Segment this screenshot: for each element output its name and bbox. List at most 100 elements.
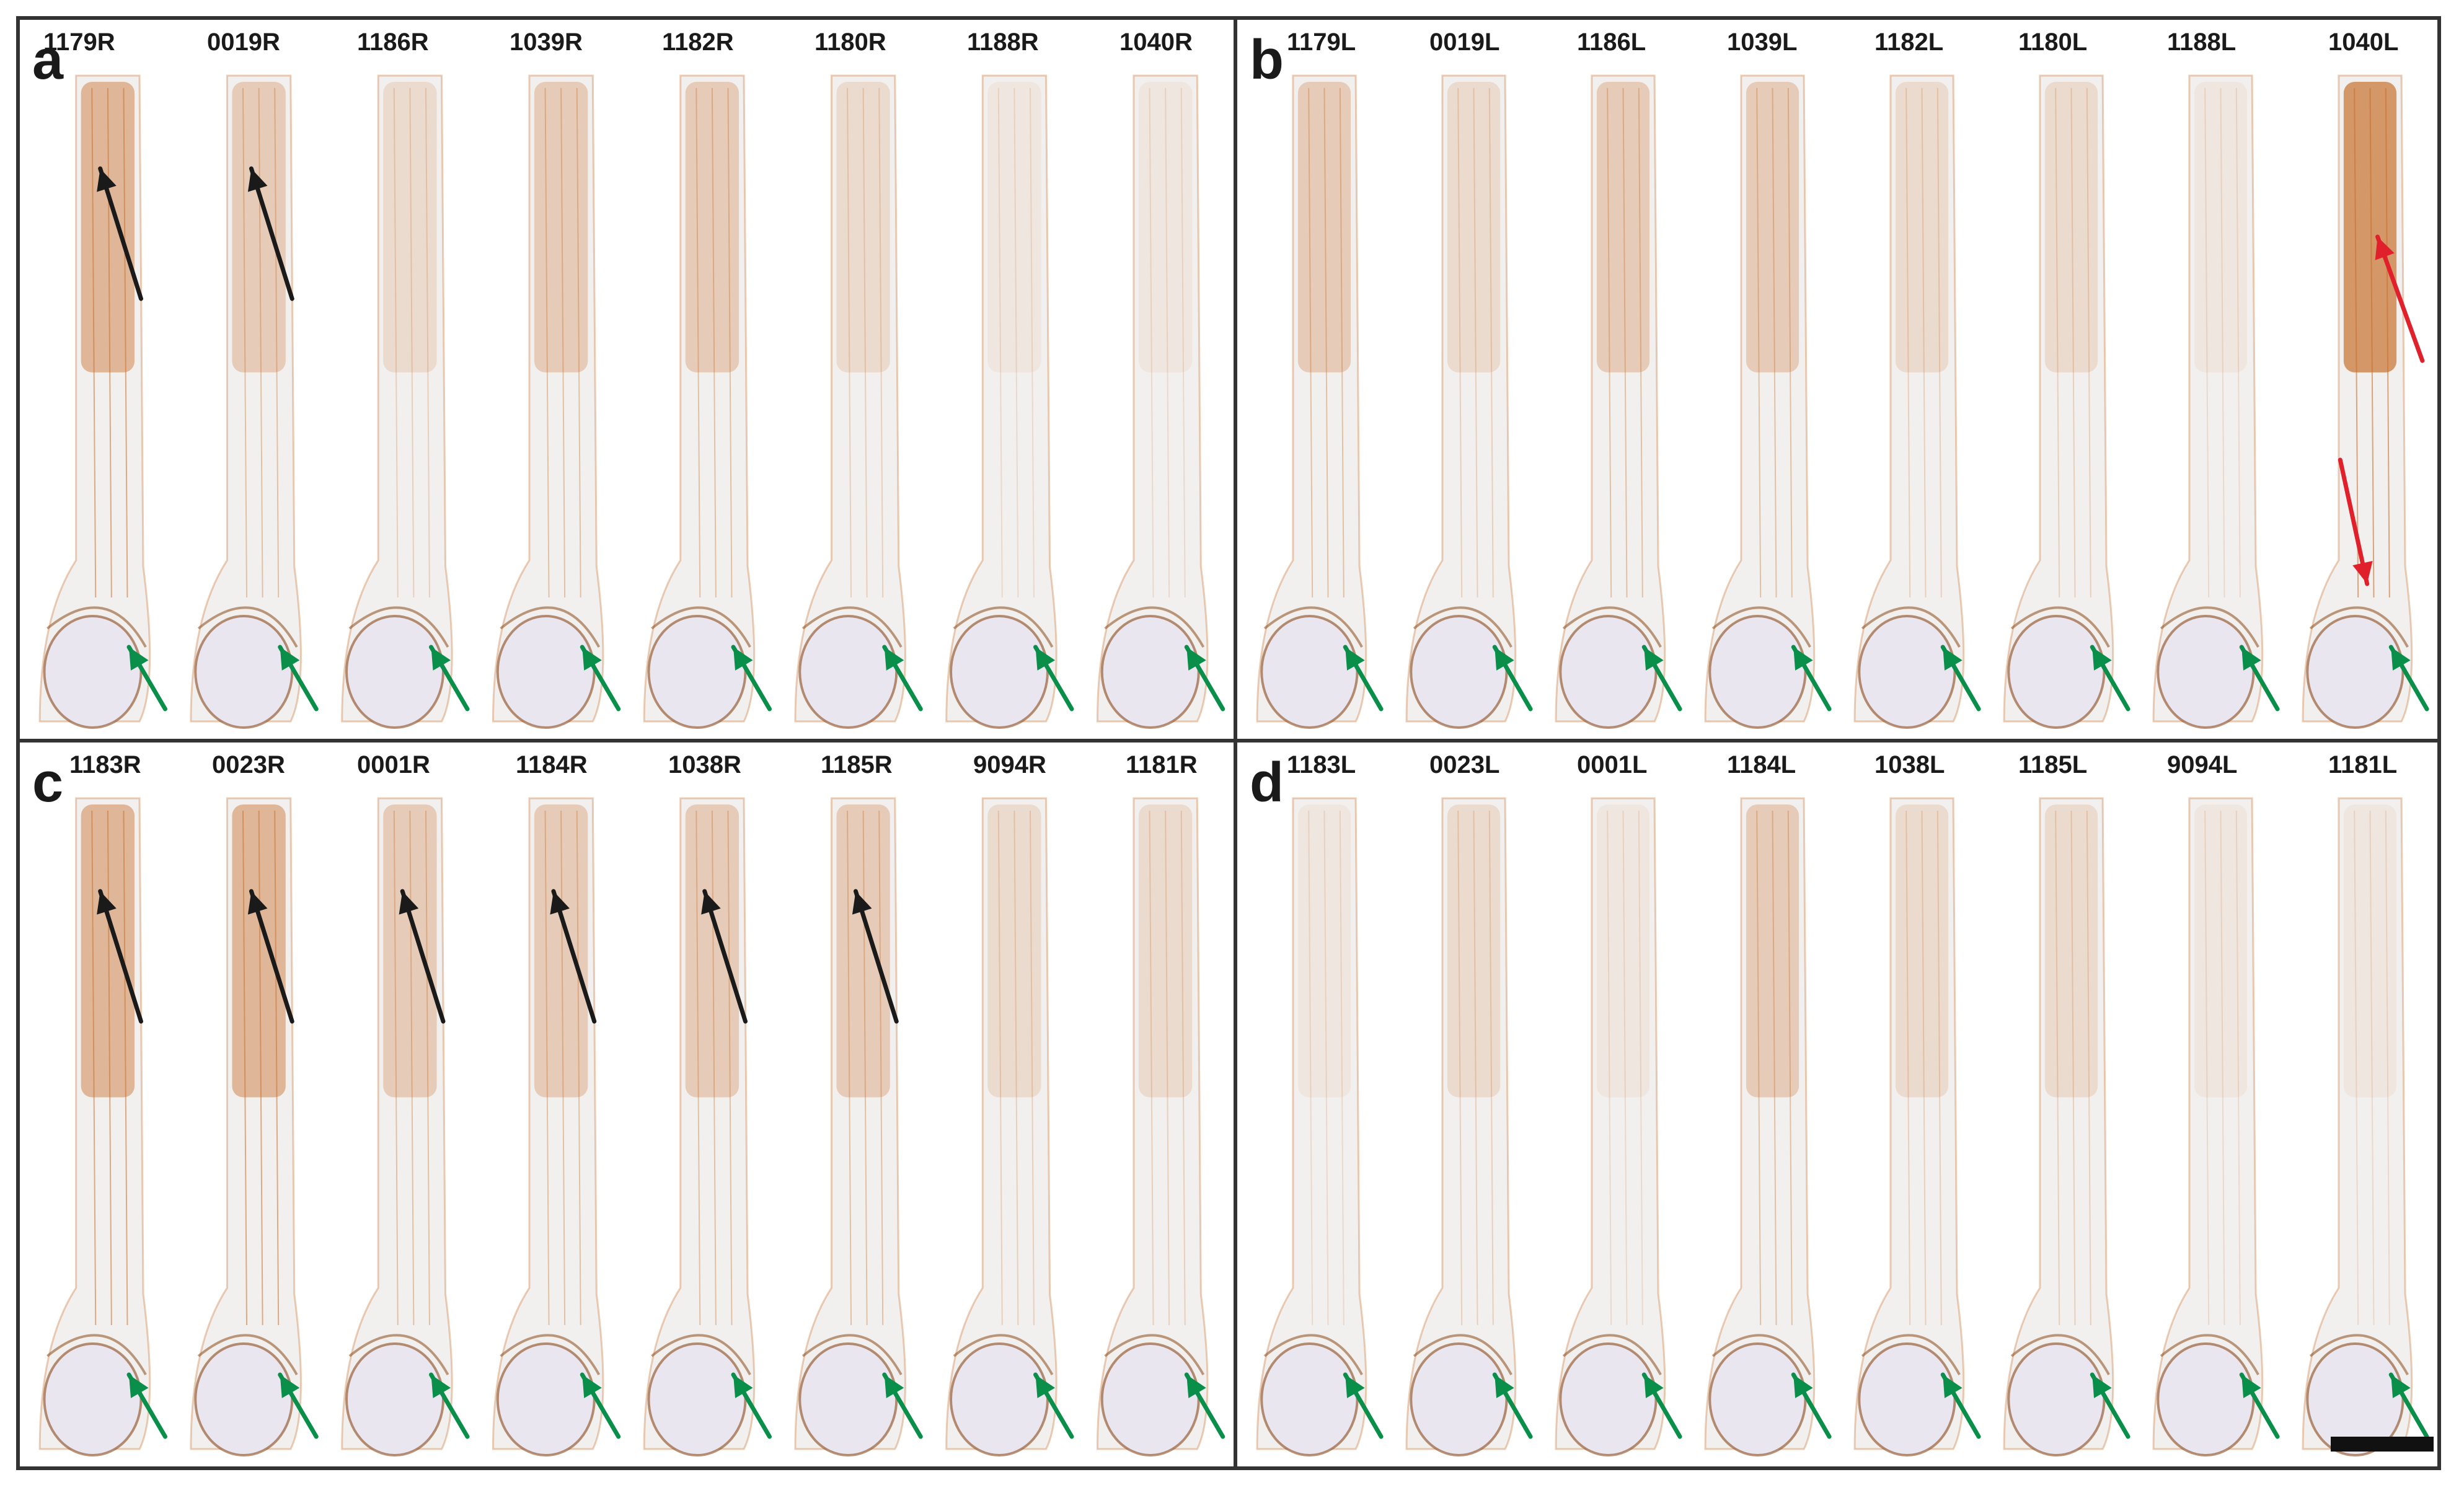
cortical-streak	[2070, 810, 2076, 1326]
green-arrow-head	[884, 647, 904, 671]
cortical-streak	[123, 87, 128, 598]
stain-region	[2194, 804, 2248, 1098]
green-arrow	[2388, 645, 2429, 712]
cortical-streak	[409, 810, 415, 1326]
sample-label: 9094L	[2167, 751, 2238, 778]
green-arrow	[1184, 1372, 1225, 1439]
green-arrow	[2090, 645, 2131, 712]
specimen	[1405, 74, 1517, 729]
black-arrow-shaft	[400, 889, 446, 1024]
specimen	[1704, 74, 1816, 729]
epiphysis	[798, 615, 898, 729]
cortical-streak	[1787, 810, 1793, 1326]
sample-label: 1182L	[1874, 29, 1944, 56]
cortical-streak	[2369, 810, 2375, 1326]
cortical-streak	[862, 810, 868, 1326]
cortical-streak	[2220, 810, 2225, 1326]
green-arrow	[126, 645, 167, 712]
specimen-layer	[38, 797, 1225, 1456]
green-arrow-head	[1644, 1375, 1664, 1398]
specimen	[1853, 74, 1965, 729]
cortical-streak	[544, 810, 550, 1326]
sample-label: 0019R	[207, 29, 280, 56]
cortical-streak	[2385, 810, 2390, 1326]
cortical-streak	[425, 87, 430, 598]
growth-plate	[500, 606, 601, 648]
sample-label: 1181L	[2328, 751, 2398, 778]
epiphysis	[194, 615, 294, 729]
cortical-streak	[847, 87, 852, 598]
growth-plate	[1104, 606, 1205, 648]
cortical-streak	[274, 87, 280, 598]
growth-plate	[801, 606, 903, 648]
panel-letter: d	[1250, 752, 1284, 814]
green-arrow-head	[582, 1375, 602, 1398]
specimen	[2003, 74, 2114, 729]
growth-plate	[1263, 606, 1363, 648]
cortical-streak	[2055, 87, 2060, 598]
green-arrow-head	[1345, 647, 1365, 671]
cortical-streak	[1308, 810, 1314, 1326]
green-arrow-head	[1793, 647, 1813, 671]
stain-region	[1746, 804, 1799, 1098]
green-arrow-head	[2391, 1375, 2411, 1398]
sample-label: 1185L	[2018, 751, 2088, 778]
panel-a: a 1179R 0019R 1186R 1039R 1182R 1180R 11…	[16, 16, 1237, 742]
sample-label: 1186R	[357, 29, 429, 56]
black-arrow-shaft	[249, 889, 294, 1024]
epiphysis	[1100, 1342, 1200, 1456]
growth-plate	[2309, 1334, 2409, 1375]
epiphysis	[950, 1342, 1049, 1456]
black-arrow-head	[247, 891, 268, 915]
red-arrow	[2375, 234, 2425, 363]
cortical-streak	[1180, 810, 1186, 1326]
growth-plate	[46, 1334, 147, 1375]
green-arrow	[1033, 645, 1074, 712]
growth-plate	[1413, 1334, 1512, 1375]
stain-region	[1895, 804, 1949, 1098]
cortical-streak	[91, 810, 97, 1326]
green-arrow	[1641, 1372, 1682, 1439]
cortical-streak	[258, 810, 263, 1326]
specimen	[2152, 74, 2264, 729]
epiphysis	[647, 615, 747, 729]
sample-label: 0019L	[1429, 29, 1500, 56]
green-arrow-head	[2241, 647, 2261, 671]
stain-region	[2194, 82, 2248, 372]
growth-plate	[953, 606, 1054, 648]
green-arrow	[1033, 1372, 1074, 1439]
growth-plate	[500, 1334, 601, 1375]
black-arrow-head	[97, 169, 117, 192]
cortical-streak	[1936, 810, 1942, 1326]
specimen	[2302, 74, 2413, 729]
specimen	[1555, 74, 1666, 729]
green-arrow	[731, 645, 772, 712]
green-arrow	[126, 1372, 167, 1439]
green-arrow	[731, 1372, 772, 1439]
sample-label: 1180L	[2018, 29, 2088, 56]
sample-label: 1038L	[1874, 751, 1945, 778]
cortical-streak	[2220, 87, 2225, 598]
sample-label: 1180R	[815, 29, 886, 56]
stain-region	[81, 804, 135, 1098]
specimen	[190, 74, 302, 729]
sample-label: 1184R	[516, 751, 588, 778]
growth-plate	[1104, 1334, 1205, 1375]
cortical-streak	[123, 810, 128, 1326]
green-arrow-head	[582, 647, 602, 671]
stain-region	[1297, 804, 1351, 1098]
stain-region	[2044, 804, 2098, 1098]
cortical-streak	[847, 810, 852, 1326]
cortical-streak	[1473, 810, 1478, 1326]
specimen	[1256, 74, 1367, 729]
cortical-streak	[1638, 87, 1643, 598]
epiphysis	[2306, 615, 2404, 729]
epiphysis	[1260, 615, 1359, 729]
green-arrow	[1940, 645, 1981, 712]
cortical-streak	[2385, 87, 2390, 598]
cortical-streak	[1772, 87, 1777, 598]
stain-region	[1297, 82, 1351, 372]
specimen-layer	[38, 74, 1225, 729]
sample-label: 1038R	[668, 751, 741, 778]
epiphysis	[496, 1342, 596, 1456]
